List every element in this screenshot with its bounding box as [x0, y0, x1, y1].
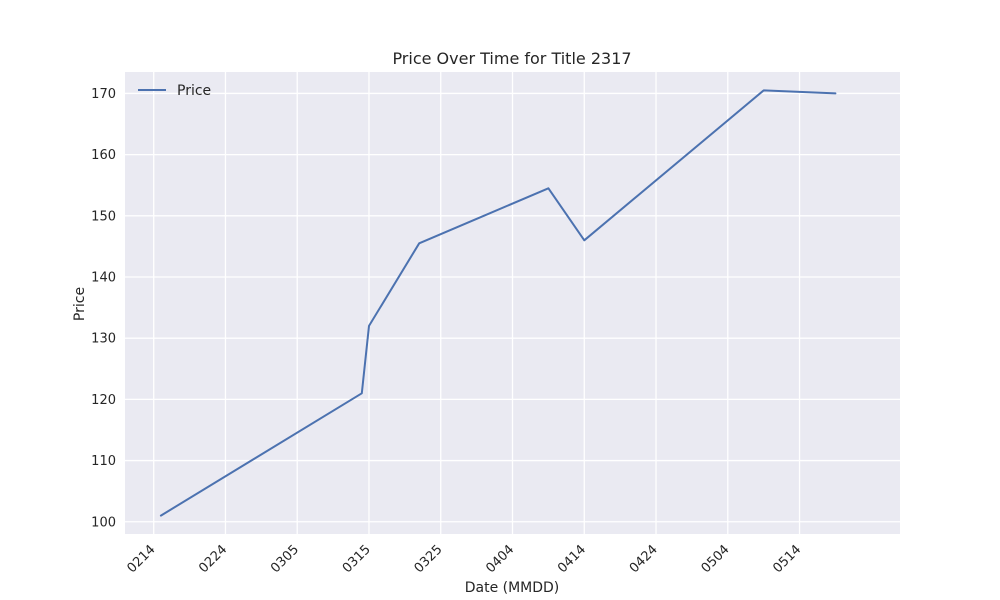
chart-title: Price Over Time for Title 2317	[392, 49, 631, 68]
y-tick-label: 160	[91, 148, 116, 163]
y-tick-label: 120	[91, 393, 116, 408]
legend-label-price: Price	[177, 83, 211, 99]
grid-lines	[125, 72, 900, 534]
x-axis-ticks: 0214 0224 0305 0315 0325 0404 0414 0424 0504 0514	[125, 542, 805, 576]
series-layer	[159, 89, 837, 517]
x-tick-label: 0214	[125, 542, 159, 576]
y-axis-ticks: 100 110 120 130 140 150 160 170	[91, 87, 116, 530]
x-tick-label: 0315	[340, 542, 374, 576]
legend: Price	[138, 83, 211, 99]
y-tick-label: 130	[91, 332, 116, 347]
y-tick-label: 140	[91, 270, 116, 285]
x-tick-label: 0305	[268, 542, 302, 576]
x-tick-label: 0424	[627, 542, 661, 576]
x-tick-label: 0404	[483, 542, 517, 576]
y-tick-label: 100	[91, 515, 116, 530]
x-tick-label: 0224	[196, 542, 230, 576]
y-axis-title: Price	[72, 287, 88, 321]
x-tick-label: 0514	[770, 542, 804, 576]
x-tick-label: 0325	[412, 542, 446, 576]
x-axis-title: Date (MMDD)	[465, 580, 560, 596]
y-tick-label: 170	[91, 87, 116, 102]
x-tick-label: 0414	[555, 542, 589, 576]
y-tick-label: 110	[91, 454, 116, 469]
series-line-price	[159, 89, 837, 517]
x-tick-label: 0504	[699, 542, 733, 576]
y-tick-label: 150	[91, 209, 116, 224]
